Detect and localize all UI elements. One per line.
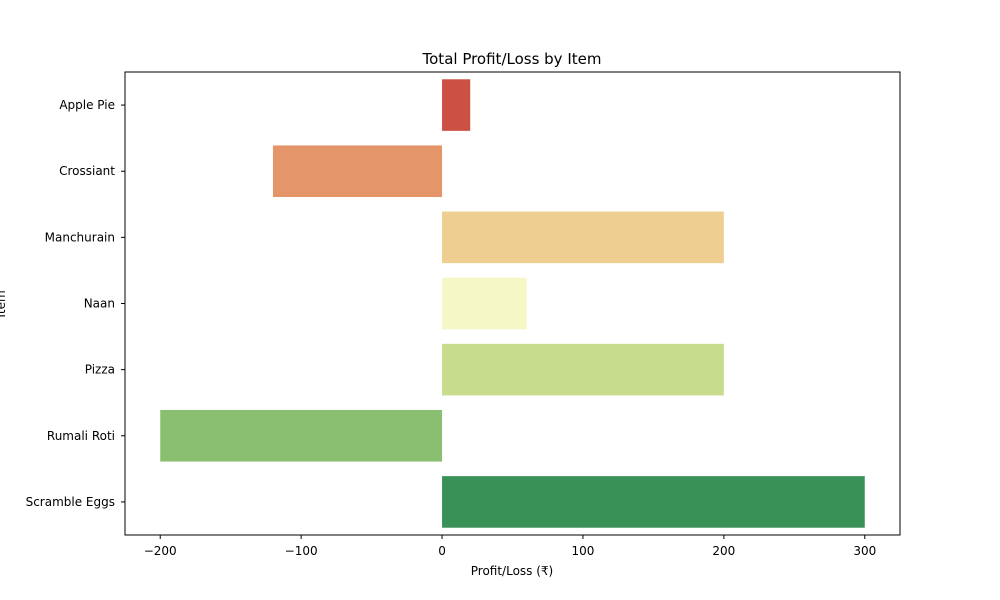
y-tick-label: Manchurain [45, 230, 115, 244]
y-tick-label: Apple Pie [59, 98, 115, 112]
x-tick-label: −200 [144, 544, 177, 558]
y-tick-label: Pizza [85, 363, 115, 377]
y-tick-label: Crossiant [59, 164, 115, 178]
x-tick-label: 200 [712, 544, 735, 558]
x-tick-label: −100 [285, 544, 318, 558]
x-tick-label: 100 [572, 544, 595, 558]
bars-layer [160, 79, 865, 528]
y-tick-label: Scramble Eggs [26, 495, 115, 509]
bar-naan [442, 277, 527, 330]
x-tick-label: 300 [853, 544, 876, 558]
y-tick-label: Naan [84, 297, 115, 311]
y-axis-label: Item [0, 290, 8, 317]
y-tick-label: Rumali Roti [47, 429, 115, 443]
x-axis-label: Profit/Loss (₹) [471, 564, 553, 578]
bar-pizza [442, 343, 724, 396]
plot-frame [124, 71, 901, 536]
y-axis: Apple Pie Crossiant Manchurain Naan Pizza Rum… [26, 98, 125, 509]
bar-rumali-roti [160, 409, 443, 462]
x-axis: −200 −100 0 100 200 300 [144, 535, 876, 558]
chart-title: Total Profit/Loss by Item [422, 50, 602, 68]
x-tick-label: 0 [438, 544, 446, 558]
bar-scramble-eggs [442, 476, 865, 528]
bar-apple-pie [442, 79, 471, 131]
bar-crossiant [272, 145, 443, 198]
bar-manchurain [442, 211, 724, 264]
